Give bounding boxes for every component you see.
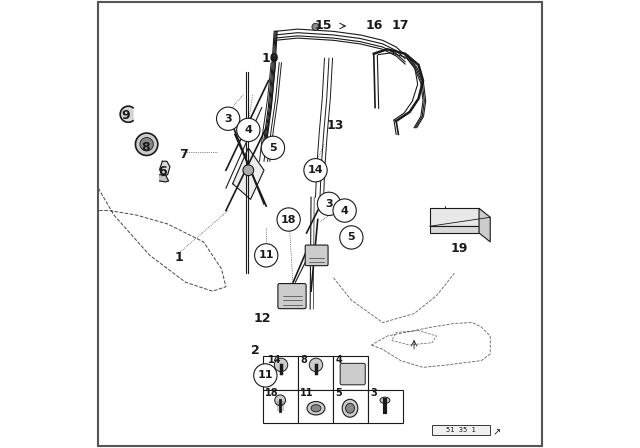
Circle shape bbox=[304, 159, 327, 182]
Circle shape bbox=[216, 107, 240, 130]
Text: 19: 19 bbox=[450, 242, 468, 255]
Ellipse shape bbox=[346, 403, 355, 413]
Bar bbox=[333, 356, 368, 390]
Text: 9: 9 bbox=[121, 109, 130, 122]
Ellipse shape bbox=[380, 397, 390, 404]
Circle shape bbox=[253, 364, 277, 387]
Bar bbox=[263, 390, 298, 423]
Ellipse shape bbox=[307, 401, 325, 415]
Text: 6: 6 bbox=[158, 164, 166, 178]
Text: 51 35 1: 51 35 1 bbox=[446, 426, 476, 433]
Ellipse shape bbox=[311, 405, 321, 412]
Circle shape bbox=[243, 165, 253, 176]
FancyBboxPatch shape bbox=[278, 284, 306, 309]
Text: 1: 1 bbox=[175, 251, 183, 264]
Text: 3: 3 bbox=[325, 199, 333, 209]
Polygon shape bbox=[430, 226, 479, 233]
Text: 16: 16 bbox=[365, 19, 383, 33]
Text: 5: 5 bbox=[348, 233, 355, 242]
Circle shape bbox=[261, 136, 285, 159]
Circle shape bbox=[237, 118, 260, 142]
Circle shape bbox=[309, 358, 323, 372]
Text: 14: 14 bbox=[308, 165, 323, 175]
Bar bbox=[298, 356, 333, 390]
Text: 10: 10 bbox=[262, 52, 280, 65]
Circle shape bbox=[340, 226, 363, 249]
Circle shape bbox=[136, 133, 158, 155]
Text: 15: 15 bbox=[314, 19, 332, 33]
Circle shape bbox=[333, 199, 356, 222]
Text: 18: 18 bbox=[266, 388, 279, 398]
Circle shape bbox=[277, 208, 300, 231]
Text: 3: 3 bbox=[370, 388, 377, 398]
Polygon shape bbox=[233, 148, 264, 199]
Text: 14: 14 bbox=[268, 355, 281, 365]
Text: 11: 11 bbox=[300, 388, 314, 398]
Text: 4: 4 bbox=[244, 125, 252, 135]
Polygon shape bbox=[120, 106, 133, 122]
Polygon shape bbox=[479, 208, 490, 242]
Circle shape bbox=[317, 192, 340, 215]
Text: 4: 4 bbox=[335, 355, 342, 365]
Circle shape bbox=[140, 138, 154, 151]
Text: 11: 11 bbox=[257, 370, 273, 380]
Polygon shape bbox=[159, 161, 170, 176]
Text: 8: 8 bbox=[141, 141, 150, 155]
Circle shape bbox=[255, 244, 278, 267]
FancyBboxPatch shape bbox=[340, 363, 365, 385]
Text: 12: 12 bbox=[254, 311, 271, 325]
Bar bbox=[368, 390, 403, 423]
Text: 2: 2 bbox=[251, 344, 260, 357]
Polygon shape bbox=[159, 175, 168, 182]
Circle shape bbox=[275, 395, 285, 406]
Bar bbox=[298, 390, 333, 423]
FancyBboxPatch shape bbox=[305, 245, 328, 266]
Text: 7: 7 bbox=[179, 148, 188, 161]
Text: 18: 18 bbox=[281, 215, 296, 224]
Text: 4: 4 bbox=[340, 206, 349, 215]
Text: 5: 5 bbox=[269, 143, 276, 153]
Bar bbox=[432, 425, 490, 435]
Text: ↗: ↗ bbox=[493, 427, 501, 437]
Circle shape bbox=[275, 358, 288, 372]
Polygon shape bbox=[430, 208, 479, 226]
Text: 8: 8 bbox=[300, 355, 307, 365]
Bar bbox=[263, 356, 298, 390]
Circle shape bbox=[312, 23, 319, 30]
Text: 5: 5 bbox=[335, 388, 342, 398]
Bar bbox=[333, 390, 368, 423]
Text: 17: 17 bbox=[392, 19, 410, 33]
Text: 3: 3 bbox=[225, 114, 232, 124]
Ellipse shape bbox=[342, 399, 358, 417]
Text: 13: 13 bbox=[327, 119, 344, 132]
Text: 11: 11 bbox=[259, 250, 274, 260]
